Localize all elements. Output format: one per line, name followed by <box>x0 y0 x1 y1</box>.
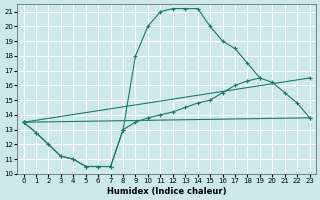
X-axis label: Humidex (Indice chaleur): Humidex (Indice chaleur) <box>107 187 226 196</box>
